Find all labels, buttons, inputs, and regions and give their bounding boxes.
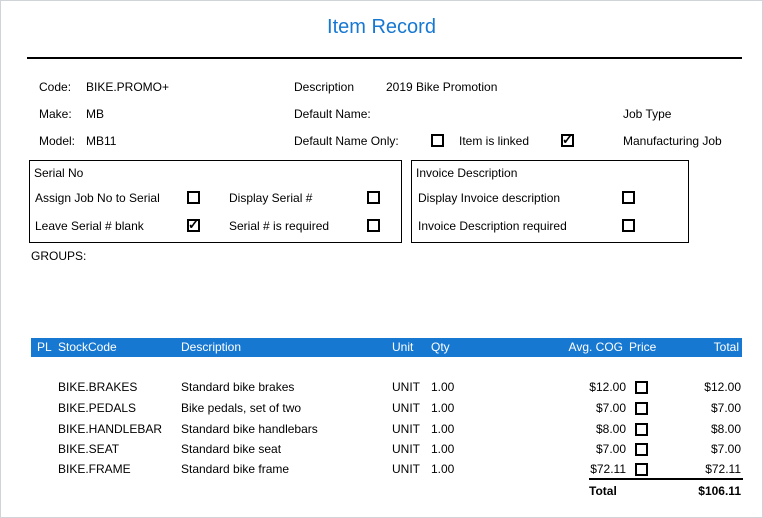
job-type-label: Job Type <box>623 107 672 121</box>
code-value: BIKE.PROMO+ <box>86 80 170 94</box>
groups-label: GROUPS: <box>31 249 87 263</box>
price-checkbox[interactable] <box>635 402 648 415</box>
code-label: Code: <box>39 80 72 94</box>
make-label: Make: <box>39 107 72 121</box>
col-header-stockcode: StockCode <box>58 340 117 354</box>
total-cell: $12.00 <box>704 380 741 394</box>
col-header-price: Price <box>629 340 657 354</box>
total-cell: $8.00 <box>710 422 741 436</box>
qty-cell: 1.00 <box>431 422 455 436</box>
default-name-label: Default Name: <box>294 107 371 121</box>
qty-cell: 1.00 <box>431 442 455 456</box>
total-cell: $72.11 <box>705 462 741 476</box>
stock-code-cell: BIKE.PEDALS <box>58 401 137 415</box>
display-serial-label: Display Serial # <box>229 191 313 205</box>
unit-cell: UNIT <box>392 442 420 456</box>
qty-cell: 1.00 <box>431 380 455 394</box>
table-header: PL StockCode Description Unit Qty Avg. C… <box>31 338 742 357</box>
item-is-linked-label: Item is linked <box>459 134 530 148</box>
description-cell: Standard bike seat <box>181 442 282 456</box>
description-cell: Standard bike brakes <box>181 380 295 394</box>
total-label: Total <box>589 484 617 498</box>
price-checkbox[interactable] <box>635 423 648 436</box>
serial-required-checkbox[interactable] <box>367 219 380 232</box>
leave-serial-blank-checkbox[interactable] <box>187 218 200 232</box>
avg-cog-cell: $72.11 <box>590 462 626 476</box>
description-cell: Bike pedals, set of two <box>181 401 302 415</box>
avg-cog-cell: $8.00 <box>595 422 626 436</box>
serial-required-label: Serial # is required <box>229 219 330 233</box>
description-value: 2019 Bike Promotion <box>386 80 498 94</box>
stock-code-cell: BIKE.HANDLEBAR <box>58 422 163 436</box>
display-serial-checkbox[interactable] <box>367 191 380 204</box>
price-checkbox[interactable] <box>635 463 648 476</box>
col-header-pl: PL <box>37 340 52 354</box>
title-divider <box>27 57 742 59</box>
serial-no-groupbox: Serial No Assign Job No to Serial Displa… <box>29 160 402 243</box>
unit-cell: UNIT <box>392 462 420 476</box>
avg-cog-cell: $12.00 <box>589 380 626 394</box>
unit-cell: UNIT <box>392 422 420 436</box>
col-header-qty: Qty <box>431 340 450 354</box>
description-cell: Standard bike frame <box>181 462 290 476</box>
stock-code-cell: BIKE.FRAME <box>58 462 131 476</box>
display-invoice-desc-label: Display Invoice description <box>418 191 561 205</box>
invoice-desc-required-checkbox[interactable] <box>622 219 635 232</box>
default-name-only-checkbox[interactable] <box>431 134 444 147</box>
total-value: $106.11 <box>698 484 741 498</box>
make-value: MB <box>86 107 104 121</box>
invoice-group-title: Invoice Description <box>416 166 518 180</box>
assign-job-no-label: Assign Job No to Serial <box>35 191 160 205</box>
assign-job-no-checkbox[interactable] <box>187 191 200 204</box>
page-title: Item Record <box>327 16 436 38</box>
price-checkbox[interactable] <box>635 381 648 394</box>
qty-cell: 1.00 <box>431 462 455 476</box>
description-cell: Standard bike handlebars <box>181 422 318 436</box>
total-cell: $7.00 <box>710 401 741 415</box>
unit-cell: UNIT <box>392 380 420 394</box>
invoice-desc-required-label: Invoice Description required <box>418 219 567 233</box>
avg-cog-cell: $7.00 <box>595 442 626 456</box>
col-header-description: Description <box>181 340 242 354</box>
job-type-value: Manufacturing Job <box>623 134 722 148</box>
unit-cell: UNIT <box>392 401 420 415</box>
avg-cog-cell: $7.00 <box>595 401 626 415</box>
leave-serial-blank-label: Leave Serial # blank <box>35 219 144 233</box>
total-divider <box>589 478 743 480</box>
qty-cell: 1.00 <box>431 401 455 415</box>
default-name-only-label: Default Name Only: <box>294 134 399 148</box>
display-invoice-desc-checkbox[interactable] <box>622 191 635 204</box>
model-label: Model: <box>39 134 76 148</box>
description-label: Description <box>294 80 355 94</box>
stock-code-cell: BIKE.BRAKES <box>58 380 138 394</box>
stock-code-cell: BIKE.SEAT <box>58 442 120 456</box>
serial-no-group-title: Serial No <box>34 166 84 180</box>
invoice-description-groupbox: Invoice Description Display Invoice desc… <box>411 160 689 243</box>
total-cell: $7.00 <box>710 442 741 456</box>
col-header-total: Total <box>713 340 739 354</box>
item-is-linked-checkbox[interactable] <box>561 133 574 147</box>
col-header-unit: Unit <box>392 340 414 354</box>
price-checkbox[interactable] <box>635 443 648 456</box>
model-value: MB11 <box>86 134 117 148</box>
col-header-avg-cog: Avg. COG <box>568 340 623 354</box>
